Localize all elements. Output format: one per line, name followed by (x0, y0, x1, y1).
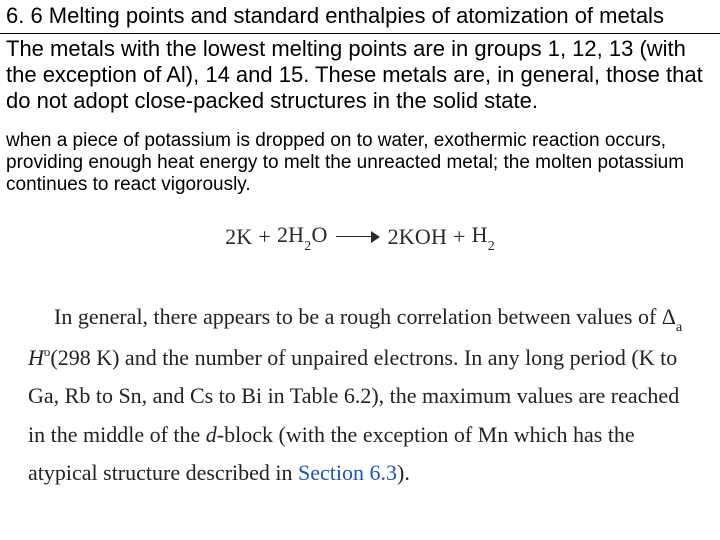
equation-block: 2K + 2H2O 2KOH + H2 (0, 200, 720, 262)
eq-lhs-a: 2K (225, 224, 252, 250)
section-link[interactable]: Section 6.3 (298, 460, 397, 485)
serif-t1: In general, there appears to be a rough … (54, 304, 662, 329)
eq-rhs-b-base: H (472, 222, 488, 247)
eq-plus-1: + (258, 224, 271, 250)
enthalpy-superscript: o (44, 344, 51, 359)
eq-lhs-b-coef: 2H (277, 222, 304, 247)
delta-subscript: a (676, 320, 682, 335)
d-block-d: d (206, 422, 217, 447)
paragraph-1-block: The metals with the lowest melting point… (0, 34, 720, 120)
eq-plus-2: + (453, 224, 466, 250)
paragraph-2-block: when a piece of potassium is dropped on … (0, 120, 720, 200)
eq-lhs-b-tail: O (311, 222, 327, 247)
section-title-bar: 6. 6 Melting points and standard enthalp… (0, 0, 720, 34)
delta-symbol: Δ (662, 304, 676, 329)
serif-paragraph-block: In general, there appears to be a rough … (0, 262, 720, 493)
serif-t3: ). (397, 460, 410, 485)
eq-rhs-b: H2 (472, 222, 495, 252)
eq-rhs-b-sub: 2 (488, 239, 495, 254)
eq-lhs-b: 2H2O (277, 222, 328, 252)
serif-paragraph: In general, there appears to be a rough … (28, 298, 698, 493)
reaction-equation: 2K + 2H2O 2KOH + H2 (225, 222, 495, 252)
section-title: 6. 6 Melting points and standard enthalp… (6, 3, 714, 28)
paragraph-2: when a piece of potassium is dropped on … (6, 130, 710, 196)
reaction-arrow-icon (336, 230, 380, 244)
eq-rhs-a: 2KOH (388, 224, 447, 250)
enthalpy-h: H (28, 345, 44, 370)
paragraph-1: The metals with the lowest melting point… (6, 36, 714, 114)
eq-lhs-b-sub: 2 (304, 239, 311, 254)
